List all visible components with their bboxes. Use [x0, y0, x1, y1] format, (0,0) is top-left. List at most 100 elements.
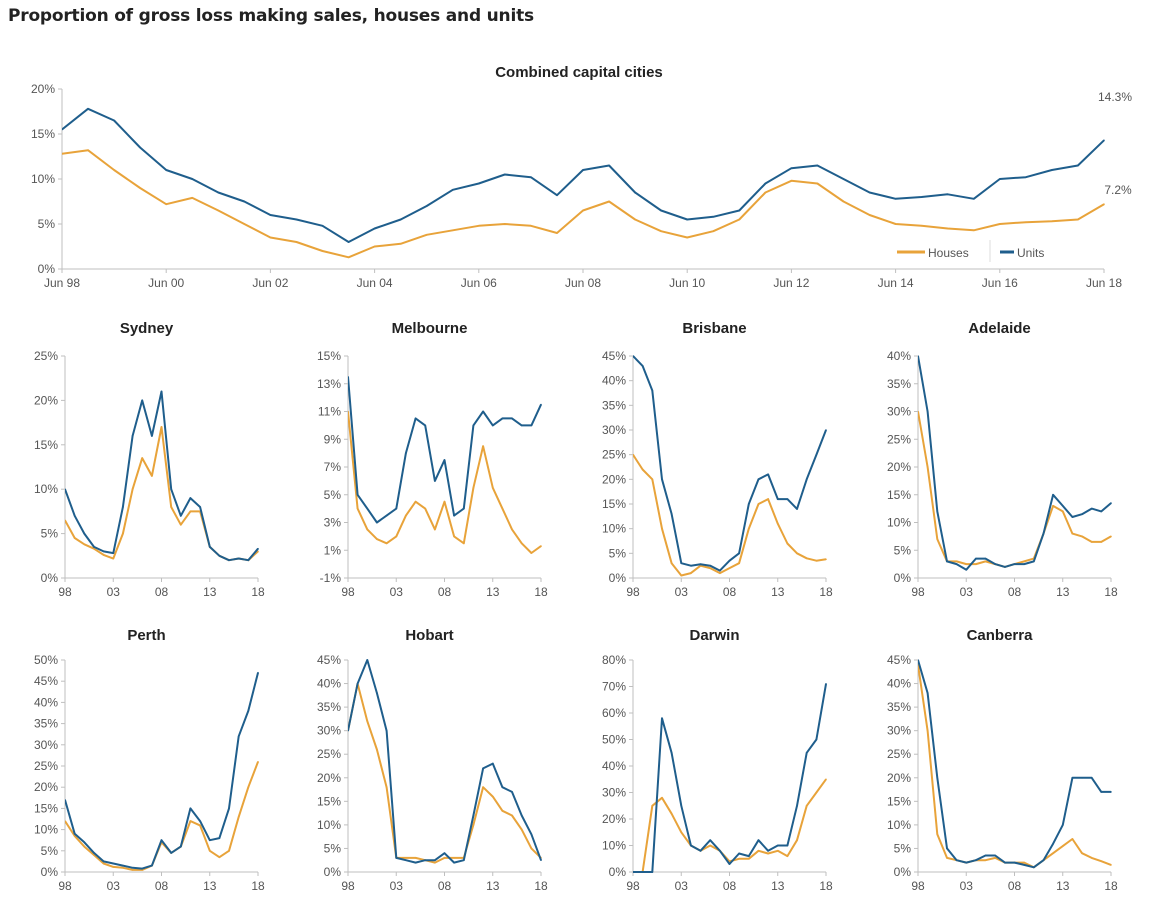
data-point — [405, 857, 407, 859]
data-point — [712, 216, 715, 218]
data-point — [131, 866, 134, 869]
data-point — [1110, 864, 1112, 866]
data-point — [199, 506, 201, 508]
series-line-houses — [918, 411, 1112, 568]
data-point — [670, 812, 673, 815]
series-line-houses — [348, 682, 542, 864]
data-point — [243, 223, 246, 225]
x-tick-label: Jun 06 — [461, 276, 497, 290]
data-point — [894, 198, 897, 200]
data-point — [680, 831, 683, 834]
data-point — [1033, 866, 1035, 869]
series-line-houses — [348, 411, 542, 554]
data-point — [257, 760, 259, 763]
chart-title: Canberra — [967, 627, 1034, 644]
data-point — [1081, 852, 1083, 854]
data-point — [472, 424, 475, 427]
data-point — [719, 850, 721, 852]
data-point — [1090, 857, 1093, 859]
x-tick-label: 03 — [960, 879, 974, 893]
x-tick-label: 13 — [1056, 879, 1070, 893]
data-point — [825, 429, 827, 431]
data-point — [1081, 776, 1083, 779]
y-tick-label: 45% — [34, 674, 58, 688]
data-point — [641, 365, 644, 367]
data-point — [520, 828, 523, 831]
data-point — [443, 459, 446, 461]
data-point — [165, 203, 167, 205]
data-point — [767, 850, 769, 852]
data-point — [530, 833, 533, 836]
series-units — [62, 107, 1105, 243]
data-point — [122, 864, 124, 867]
data-point — [482, 767, 484, 770]
data-point — [376, 692, 378, 694]
data-point — [237, 816, 240, 818]
x-tick-label: 08 — [1008, 879, 1022, 893]
data-point — [491, 795, 494, 798]
data-point — [113, 119, 115, 122]
y-tick-label: 35% — [887, 377, 911, 391]
data-point — [936, 776, 939, 779]
data-point — [65, 799, 66, 801]
data-point — [395, 507, 398, 510]
y-tick-label: 25% — [34, 759, 58, 773]
data-point — [719, 572, 721, 574]
data-point — [1042, 532, 1045, 535]
data-point — [972, 198, 975, 200]
x-tick-label: Jun 18 — [1086, 276, 1122, 290]
data-point — [641, 871, 644, 873]
data-point — [1071, 532, 1074, 535]
data-point — [122, 532, 124, 535]
data-point — [463, 859, 465, 862]
data-point — [825, 778, 827, 781]
data-point — [199, 820, 201, 822]
x-tick-label: Jun 12 — [773, 276, 809, 290]
y-tick-label: 0% — [324, 865, 342, 879]
x-tick-label: 13 — [486, 585, 500, 599]
y-tick-label: 15% — [34, 438, 58, 452]
y-tick-label: 3% — [324, 516, 342, 530]
series-line-units — [633, 683, 827, 873]
x-tick-label: 08 — [438, 585, 452, 599]
data-point — [825, 683, 827, 685]
data-point — [690, 572, 692, 574]
series-houses — [633, 453, 827, 577]
data-point — [511, 417, 513, 420]
data-point — [994, 857, 996, 859]
data-point — [208, 839, 211, 841]
data-point — [151, 435, 153, 437]
data-point — [926, 692, 929, 694]
data-point — [641, 468, 644, 471]
data-point — [112, 557, 115, 560]
data-point — [424, 507, 427, 510]
data-point — [1103, 139, 1105, 142]
y-tick-label: 35% — [602, 398, 626, 412]
data-point — [660, 230, 662, 232]
data-point — [160, 426, 163, 428]
x-tick-label: 08 — [155, 585, 169, 599]
x-tick-label: 18 — [251, 585, 265, 599]
data-point — [1033, 560, 1035, 563]
data-point — [165, 169, 167, 171]
data-point — [83, 543, 86, 546]
data-point — [686, 236, 688, 239]
data-point — [936, 510, 939, 513]
data-point — [217, 191, 220, 194]
data-point — [451, 189, 454, 191]
data-point — [501, 809, 504, 812]
y-tick-label: 13% — [317, 377, 341, 391]
data-point — [972, 229, 975, 232]
data-point — [556, 194, 558, 196]
data-point — [434, 861, 436, 864]
data-point — [984, 557, 987, 560]
data-point — [399, 243, 402, 245]
data-point — [217, 209, 220, 212]
y-tick-label: 5% — [38, 217, 56, 231]
data-point — [208, 850, 211, 852]
data-point — [661, 478, 663, 481]
data-point — [504, 223, 506, 225]
data-point — [453, 535, 455, 538]
x-tick-label: 13 — [203, 879, 217, 893]
